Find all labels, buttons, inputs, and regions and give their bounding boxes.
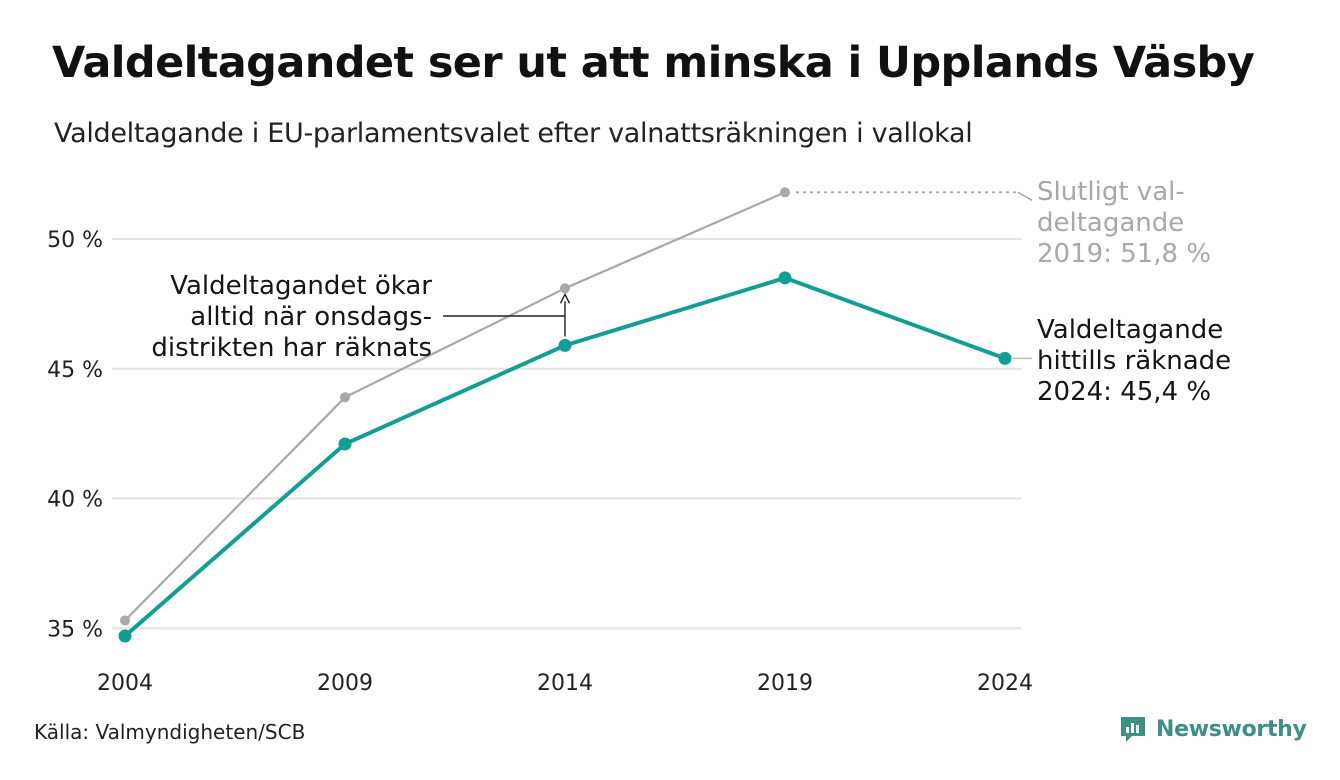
y-tick-label: 35 % (47, 617, 103, 642)
data-point-election_night (998, 351, 1012, 365)
chart-subtitle: Valdeltagande i EU-parlamentsvalet efter… (54, 118, 973, 149)
night-2024-annotation: hittills räknade (1037, 346, 1231, 376)
data-point-final (780, 187, 790, 198)
data-point-election_night (338, 437, 352, 451)
data-point-election_night (558, 338, 572, 352)
data-point-election_night (778, 271, 792, 285)
final-2019-annotation: Slutligt val- (1037, 177, 1185, 207)
brand-logo[interactable]: Newsworthy (1118, 714, 1307, 744)
x-tick-label: 2009 (317, 671, 373, 696)
final-2019-annotation: deltagande (1037, 208, 1184, 238)
x-tick-label: 2024 (977, 671, 1033, 696)
newsworthy-logo-icon (1121, 717, 1145, 742)
wednesday-annotation: distrikten har räknats (151, 333, 432, 363)
x-tick-label: 2014 (537, 671, 593, 696)
y-tick-label: 40 % (47, 488, 103, 513)
source-note: Källa: Valmyndigheten/SCB (34, 720, 306, 744)
night-2024-annotation: 2024: 45,4 % (1037, 377, 1211, 407)
x-tick-label: 2004 (97, 671, 153, 696)
final-2019-connector (1017, 191, 1033, 201)
wednesday-annotation: alltid när onsdags- (190, 302, 432, 332)
final-2019-annotation: 2019: 51,8 % (1037, 239, 1211, 269)
y-axis-labels: 35 % 40 % 45 % 50 % (47, 228, 103, 642)
wednesday-annotation: Valdeltagandet ökar (170, 271, 432, 301)
series-lines (123, 191, 1006, 638)
y-tick-label: 45 % (47, 358, 103, 383)
data-point-election_night (118, 629, 132, 643)
x-tick-label: 2019 (757, 671, 813, 696)
data-point-final (560, 283, 570, 294)
brand-name: Newsworthy (1156, 716, 1307, 742)
grid-lines (112, 238, 1022, 630)
chart-title: Valdeltagandet ser ut att minska i Uppla… (52, 38, 1255, 88)
night-2024-annotation: Valdeltagande (1037, 315, 1223, 345)
data-point-final (340, 392, 350, 403)
x-axis-labels: 2004 2009 2014 2019 2024 (97, 671, 1033, 696)
series-points (118, 187, 1012, 643)
data-point-final (120, 615, 130, 626)
series-line-final (124, 191, 786, 622)
y-tick-label: 50 % (47, 228, 103, 253)
wednesday-arrow-head (559, 292, 571, 304)
